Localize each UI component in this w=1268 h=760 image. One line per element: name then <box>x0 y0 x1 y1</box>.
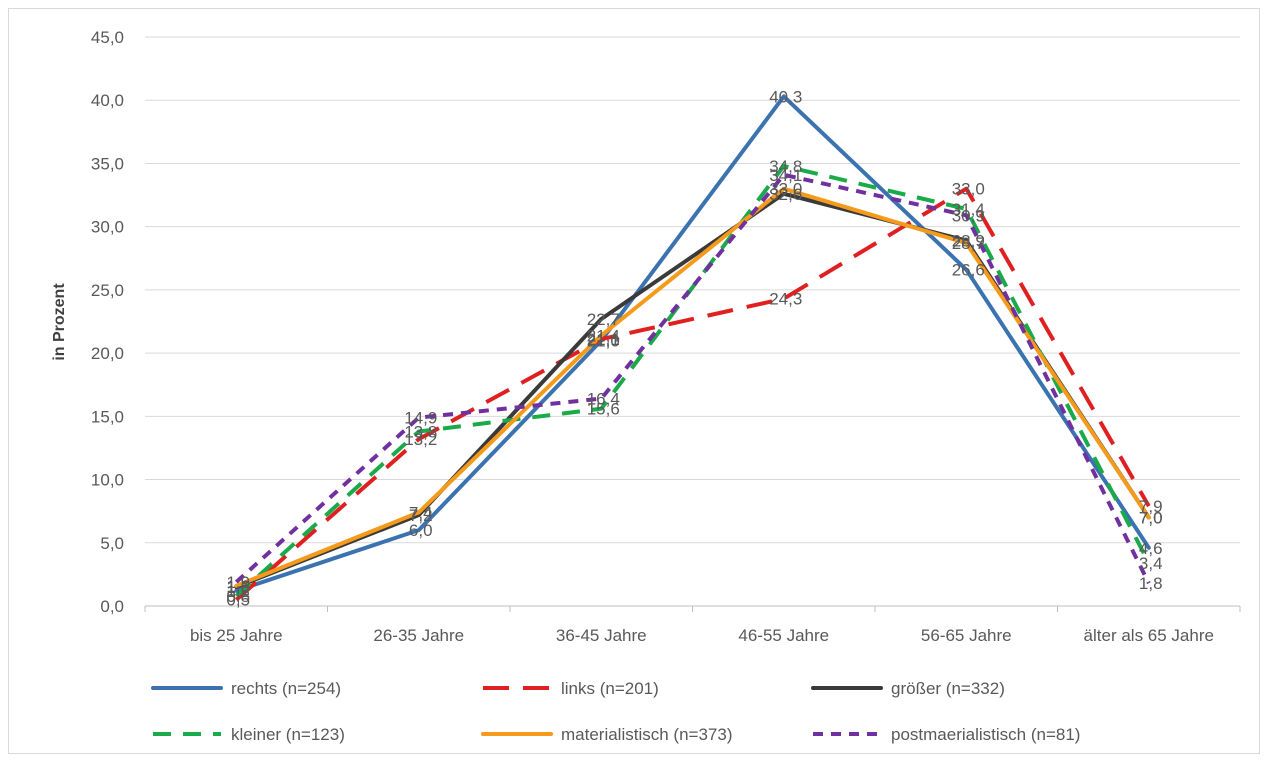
data-label: 28,9 <box>952 232 985 251</box>
data-label: 21,0 <box>587 331 620 350</box>
chart-frame <box>8 8 1260 754</box>
x-tick-label: 36-45 Jahre <box>556 626 647 645</box>
x-tick-label: 56-65 Jahre <box>921 626 1012 645</box>
data-label: 34,8 <box>769 157 802 176</box>
data-label: 13,8 <box>404 423 437 442</box>
series-line-6 <box>234 172 1151 585</box>
legend-label-1: rechts (n=254) <box>231 679 341 698</box>
data-label: 7,0 <box>1139 508 1163 527</box>
x-tick-label: bis 25 Jahre <box>190 626 283 645</box>
data-label: 21,1 <box>587 330 620 349</box>
data-label: 28,7 <box>952 234 985 253</box>
data-label: 14,9 <box>404 409 437 428</box>
data-label: 7,4 <box>409 503 433 522</box>
data-label: 34,1 <box>769 166 802 185</box>
data-label: 21,4 <box>587 326 620 345</box>
y-tick-label: 30,0 <box>91 218 124 237</box>
y-tick-label: 40,0 <box>91 91 124 110</box>
y-tick-label: 5,0 <box>100 534 124 553</box>
y-tick-label: 10,0 <box>91 471 124 490</box>
x-tick-label: 46-55 Jahre <box>738 626 829 645</box>
data-label: 1,8 <box>1139 574 1163 593</box>
data-label: 1,5 <box>226 578 250 597</box>
data-label: 33,0 <box>769 180 802 199</box>
y-tick-label: 20,0 <box>91 344 124 363</box>
legend-label-3: größer (n=332) <box>891 679 1005 698</box>
y-tick-label: 45,0 <box>91 28 124 47</box>
data-label: 1,2 <box>226 582 250 601</box>
data-label: 1,9 <box>226 573 250 592</box>
series-line-2 <box>234 186 1151 602</box>
data-label: 7,2 <box>409 506 433 525</box>
legend-label-6: postmaerialistisch (n=81) <box>891 725 1080 744</box>
y-tick-label: 15,0 <box>91 407 124 426</box>
data-label: 30,9 <box>952 206 985 225</box>
legend-label-5: materialistisch (n=373) <box>561 725 733 744</box>
data-label: 32,6 <box>769 185 802 204</box>
data-label: 16,4 <box>587 390 620 409</box>
data-label: 13,2 <box>404 430 437 449</box>
x-tick-label: älter als 65 Jahre <box>1084 626 1214 645</box>
data-label: 7,0 <box>1139 508 1163 527</box>
x-tick-label: 26-35 Jahre <box>373 626 464 645</box>
data-label: 31,4 <box>952 200 985 219</box>
data-label: 33,0 <box>952 180 985 199</box>
data-label: 7,9 <box>1139 497 1163 516</box>
series-line-1 <box>234 94 1151 593</box>
y-axis-title: in Prozent <box>51 283 68 361</box>
series-line-4 <box>234 164 1151 598</box>
data-label: 26,6 <box>952 261 985 280</box>
data-label: 0,8 <box>226 587 250 606</box>
y-tick-label: 35,0 <box>91 154 124 173</box>
data-label: 1,6 <box>226 577 250 596</box>
data-label: 40,3 <box>769 87 802 106</box>
data-label: 6,0 <box>409 521 433 540</box>
data-label: 24,3 <box>769 290 802 309</box>
y-tick-label: 25,0 <box>91 281 124 300</box>
data-label: 22,7 <box>587 310 620 329</box>
data-label: 15,6 <box>587 400 620 419</box>
data-label: 3,4 <box>1139 554 1163 573</box>
y-tick-label: 0,0 <box>100 597 124 616</box>
series-line-5 <box>234 186 1151 588</box>
data-label: 0,5 <box>226 591 250 610</box>
data-label: 4,6 <box>1139 539 1163 558</box>
legend-label-4: kleiner (n=123) <box>231 725 345 744</box>
legend-label-2: links (n=201) <box>561 679 659 698</box>
series-line-3 <box>234 191 1151 589</box>
